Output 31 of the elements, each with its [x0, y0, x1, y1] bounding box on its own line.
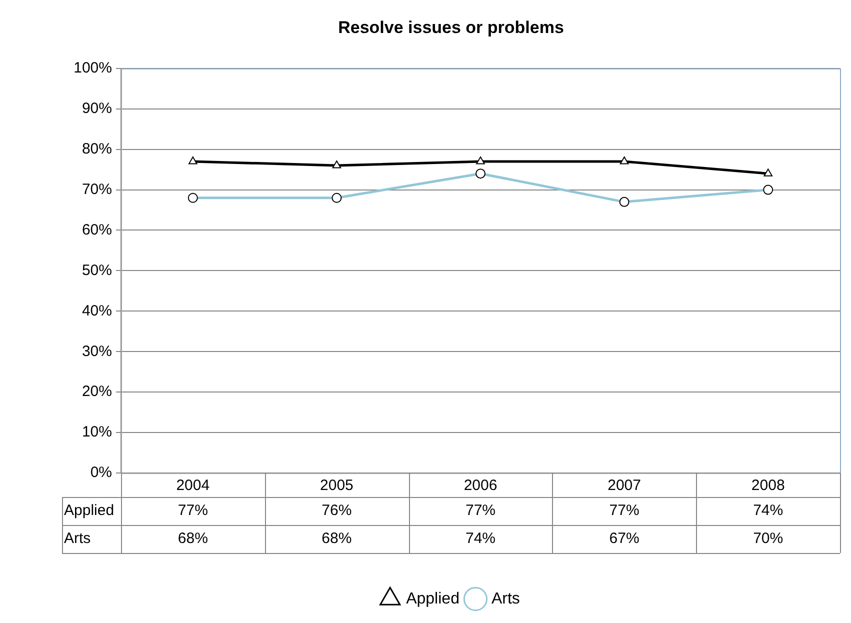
data-label: 77% [465, 502, 496, 520]
chart-title: Resolve issues or problems [338, 18, 564, 37]
y-tick-label: 40% [82, 302, 112, 320]
y-tick-label: 50% [82, 262, 112, 279]
y-tick-label: 70% [82, 180, 112, 198]
x-tick-label: 2004 [176, 477, 210, 494]
y-tick-label: 30% [82, 342, 112, 360]
data-label: 77% [178, 502, 208, 520]
x-tick-label: 2007 [608, 477, 641, 494]
data-label: 68% [322, 530, 352, 548]
y-tick-label: 80% [82, 140, 112, 158]
data-label: 76% [322, 502, 352, 520]
legend-label: Arts [491, 590, 520, 608]
x-tick-label: 2005 [320, 477, 354, 494]
y-tick-label: 10% [82, 424, 112, 441]
text: Applied [64, 502, 114, 520]
data-label: 68% [178, 530, 208, 548]
x-tick-label: 2006 [464, 477, 498, 494]
data-label: 74% [753, 502, 784, 520]
y-tick-label: 90% [82, 100, 112, 117]
y-tick-label: 20% [82, 383, 112, 400]
legend-label: Applied [406, 590, 460, 608]
y-tick-label: 0% [90, 464, 112, 482]
y-tick-label: 100% [74, 60, 112, 77]
y-tick-label: 60% [82, 221, 112, 238]
data-label: 70% [753, 530, 784, 548]
x-tick-label: 2008 [751, 477, 785, 494]
data-label: 67% [609, 530, 640, 548]
text: Arts [64, 530, 91, 548]
data-label: 74% [465, 530, 496, 548]
data-label: 77% [609, 502, 640, 520]
